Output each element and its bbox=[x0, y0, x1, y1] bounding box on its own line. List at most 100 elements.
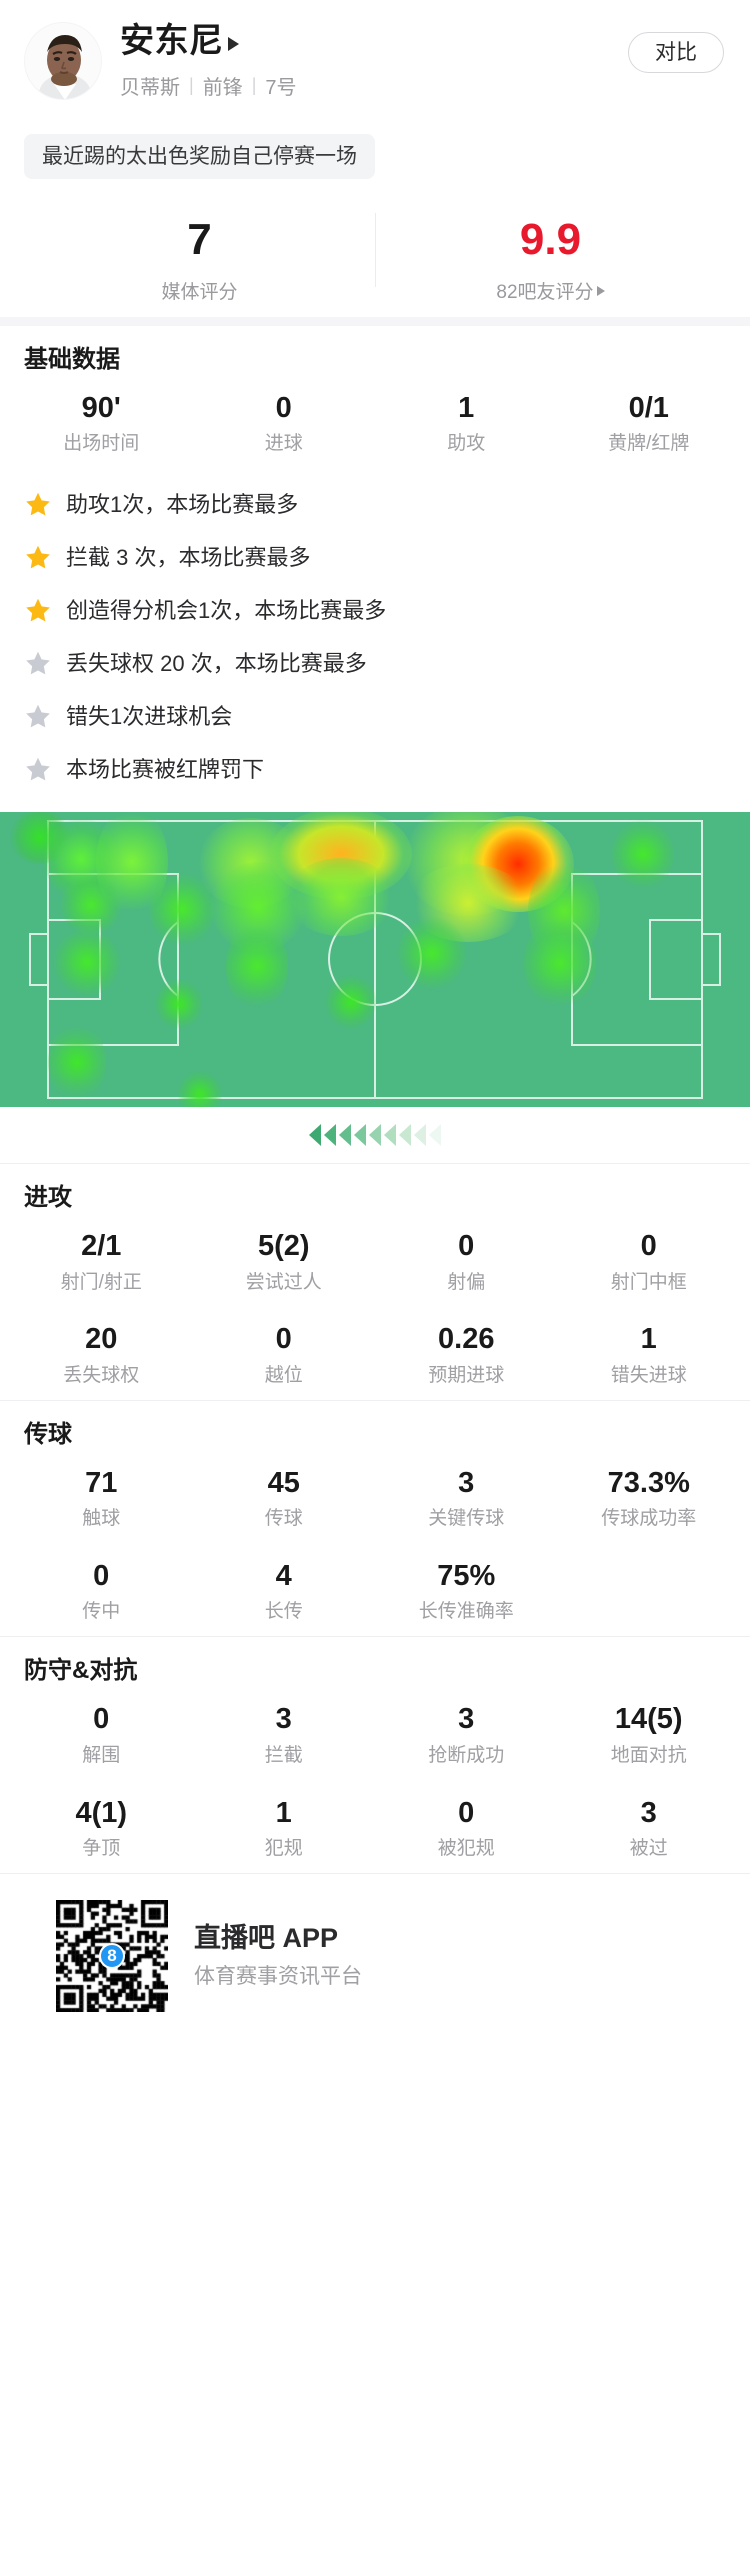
heat-blob bbox=[60, 876, 122, 935]
stat-cell: 0 解围 bbox=[10, 1686, 193, 1779]
stat-value: 1 bbox=[458, 391, 475, 424]
section-divider bbox=[0, 1636, 750, 1638]
stat-value: 0.26 bbox=[438, 1323, 495, 1356]
stat-cell: 5(2) 尝试过人 bbox=[193, 1213, 376, 1306]
fan-rating-label[interactable]: 82吧友评分 bbox=[496, 277, 605, 304]
chevron-left-icon bbox=[354, 1124, 366, 1147]
heat-blob bbox=[398, 916, 466, 991]
basic-stat-grid: 90' 出场时间 0 进球 1 助攻 0/1 黄牌/红牌 bbox=[0, 375, 750, 468]
stat-label: 传中 bbox=[82, 1601, 121, 1623]
stat-value: 75% bbox=[437, 1559, 496, 1592]
stat-label: 进球 bbox=[264, 433, 303, 455]
media-rating-label-text: 媒体评分 bbox=[161, 282, 238, 304]
highlight-list: 助攻1次，本场比赛最多 拦截 3 次，本场比赛最多 创造得分机会1次，本场比赛最… bbox=[0, 468, 750, 812]
stat-cell: 4(1) 争顶 bbox=[10, 1780, 193, 1873]
stat-cell: 45 传球 bbox=[193, 1450, 376, 1543]
stat-label: 长传准确率 bbox=[418, 1601, 514, 1623]
stat-cell: 0 被犯规 bbox=[375, 1780, 558, 1873]
stat-cell: 90' 出场时间 bbox=[10, 375, 193, 468]
app-tagline: 体育赛事资讯平台 bbox=[194, 1964, 362, 1988]
rating-divider bbox=[375, 213, 376, 288]
stat-value: 4 bbox=[275, 1559, 292, 1592]
stat-cell: 0 越位 bbox=[193, 1306, 376, 1399]
stat-label: 出场时间 bbox=[63, 433, 140, 455]
player-meta: 安东尼 贝蒂斯 | 前锋 | 7号 bbox=[120, 18, 297, 100]
meta-divider-2: | bbox=[251, 75, 257, 96]
stat-value: 0 bbox=[458, 1796, 475, 1829]
stat-label: 射门/射正 bbox=[60, 1271, 142, 1293]
chevron-right-icon bbox=[227, 37, 239, 52]
heat-blob bbox=[286, 858, 396, 937]
stat-label: 丢失球权 bbox=[63, 1364, 140, 1386]
stat-value: 14(5) bbox=[614, 1703, 683, 1736]
chevron-left-icon bbox=[309, 1124, 321, 1147]
avatar[interactable] bbox=[24, 22, 102, 100]
stat-value: 45 bbox=[267, 1466, 300, 1499]
stat-cell: 71 触球 bbox=[10, 1450, 193, 1543]
defense-stat-grid: 0 解围 3 拦截 3 抢断成功 14(5) 地面对抗 4(1) 争顶 1 犯规… bbox=[0, 1686, 750, 1873]
list-item: 错失1次进球机会 bbox=[24, 690, 726, 743]
chevron-right-icon bbox=[596, 285, 605, 296]
section-divider bbox=[0, 1872, 750, 1874]
stat-cell: 1 错失进球 bbox=[558, 1306, 741, 1399]
footer-text: 直播吧 APP 体育赛事资讯平台 bbox=[194, 1924, 362, 1988]
stat-value: 1 bbox=[275, 1796, 292, 1829]
stat-cell: 4 长传 bbox=[193, 1543, 376, 1636]
stat-label: 地面对抗 bbox=[610, 1744, 687, 1766]
stat-label: 助攻 bbox=[447, 433, 486, 455]
app-footer: 8 直播吧 APP 体育赛事资讯平台 bbox=[0, 1874, 750, 2012]
stat-label: 越位 bbox=[264, 1364, 303, 1386]
highlight-text: 丢失球权 20 次，本场比赛最多 bbox=[66, 650, 367, 676]
heatmap bbox=[0, 812, 750, 1108]
stat-value: 0 bbox=[640, 1230, 657, 1263]
star-icon bbox=[26, 758, 50, 781]
heat-blob bbox=[612, 818, 674, 891]
player-header: 安东尼 贝蒂斯 | 前锋 | 7号 对比 bbox=[0, 0, 750, 140]
stat-label: 传球成功率 bbox=[601, 1508, 697, 1530]
media-rating-label: 媒体评分 bbox=[161, 277, 237, 304]
qr-code-icon[interactable]: 8 bbox=[56, 1899, 168, 2012]
stat-value: 0 bbox=[93, 1703, 110, 1736]
fan-rating[interactable]: 9.9 82吧友评分 bbox=[375, 205, 726, 317]
stat-cell: 0 射偏 bbox=[375, 1213, 558, 1306]
highlight-text: 创造得分机会1次，本场比赛最多 bbox=[66, 597, 387, 623]
highlight-text: 拦截 3 次，本场比赛最多 bbox=[66, 544, 311, 570]
stat-value: 1 bbox=[640, 1323, 657, 1356]
stat-value: 0/1 bbox=[628, 391, 669, 424]
stat-cell: 0/1 黄牌/红牌 bbox=[558, 375, 741, 468]
star-icon bbox=[26, 546, 50, 569]
stat-value: 90' bbox=[81, 391, 121, 424]
stat-label: 射门中框 bbox=[610, 1271, 687, 1293]
player-name-row[interactable]: 安东尼 bbox=[120, 22, 297, 61]
stat-label: 触球 bbox=[82, 1508, 121, 1530]
section-divider bbox=[0, 1163, 750, 1165]
stat-label: 尝试过人 bbox=[245, 1271, 322, 1293]
ratings-row: 7 媒体评分 9.9 82吧友评分 bbox=[0, 205, 750, 317]
stat-value: 4(1) bbox=[75, 1796, 128, 1829]
stat-label: 抢断成功 bbox=[428, 1744, 505, 1766]
direction-indicator bbox=[0, 1107, 750, 1164]
stat-label: 拦截 bbox=[264, 1744, 303, 1766]
list-item: 创造得分机会1次，本场比赛最多 bbox=[24, 584, 726, 637]
highlight-text: 错失1次进球机会 bbox=[66, 703, 233, 729]
stat-label: 预期进球 bbox=[428, 1364, 505, 1386]
stat-cell: 0.26 预期进球 bbox=[375, 1306, 558, 1399]
stat-cell: 3 拦截 bbox=[193, 1686, 376, 1779]
chevron-left-icon bbox=[369, 1124, 381, 1147]
stat-value: 2/1 bbox=[81, 1230, 122, 1263]
stat-label: 解围 bbox=[82, 1744, 121, 1766]
section-title-basic: 基础数据 bbox=[24, 346, 120, 374]
heat-blob bbox=[48, 1022, 106, 1103]
stat-cell: 3 被过 bbox=[558, 1780, 741, 1873]
star-icon bbox=[26, 599, 50, 622]
stat-label: 传球 bbox=[264, 1508, 303, 1530]
chevron-left-icon bbox=[399, 1124, 411, 1147]
stat-value: 0 bbox=[275, 1323, 292, 1356]
compare-button[interactable]: 对比 bbox=[628, 32, 724, 73]
fan-rating-label-text: 82吧友评分 bbox=[496, 282, 594, 304]
fan-rating-value: 9.9 bbox=[519, 215, 582, 265]
heat-blob bbox=[524, 916, 596, 1011]
heat-blob bbox=[156, 978, 202, 1031]
stat-value: 0 bbox=[93, 1559, 110, 1592]
stat-value: 20 bbox=[85, 1323, 118, 1356]
